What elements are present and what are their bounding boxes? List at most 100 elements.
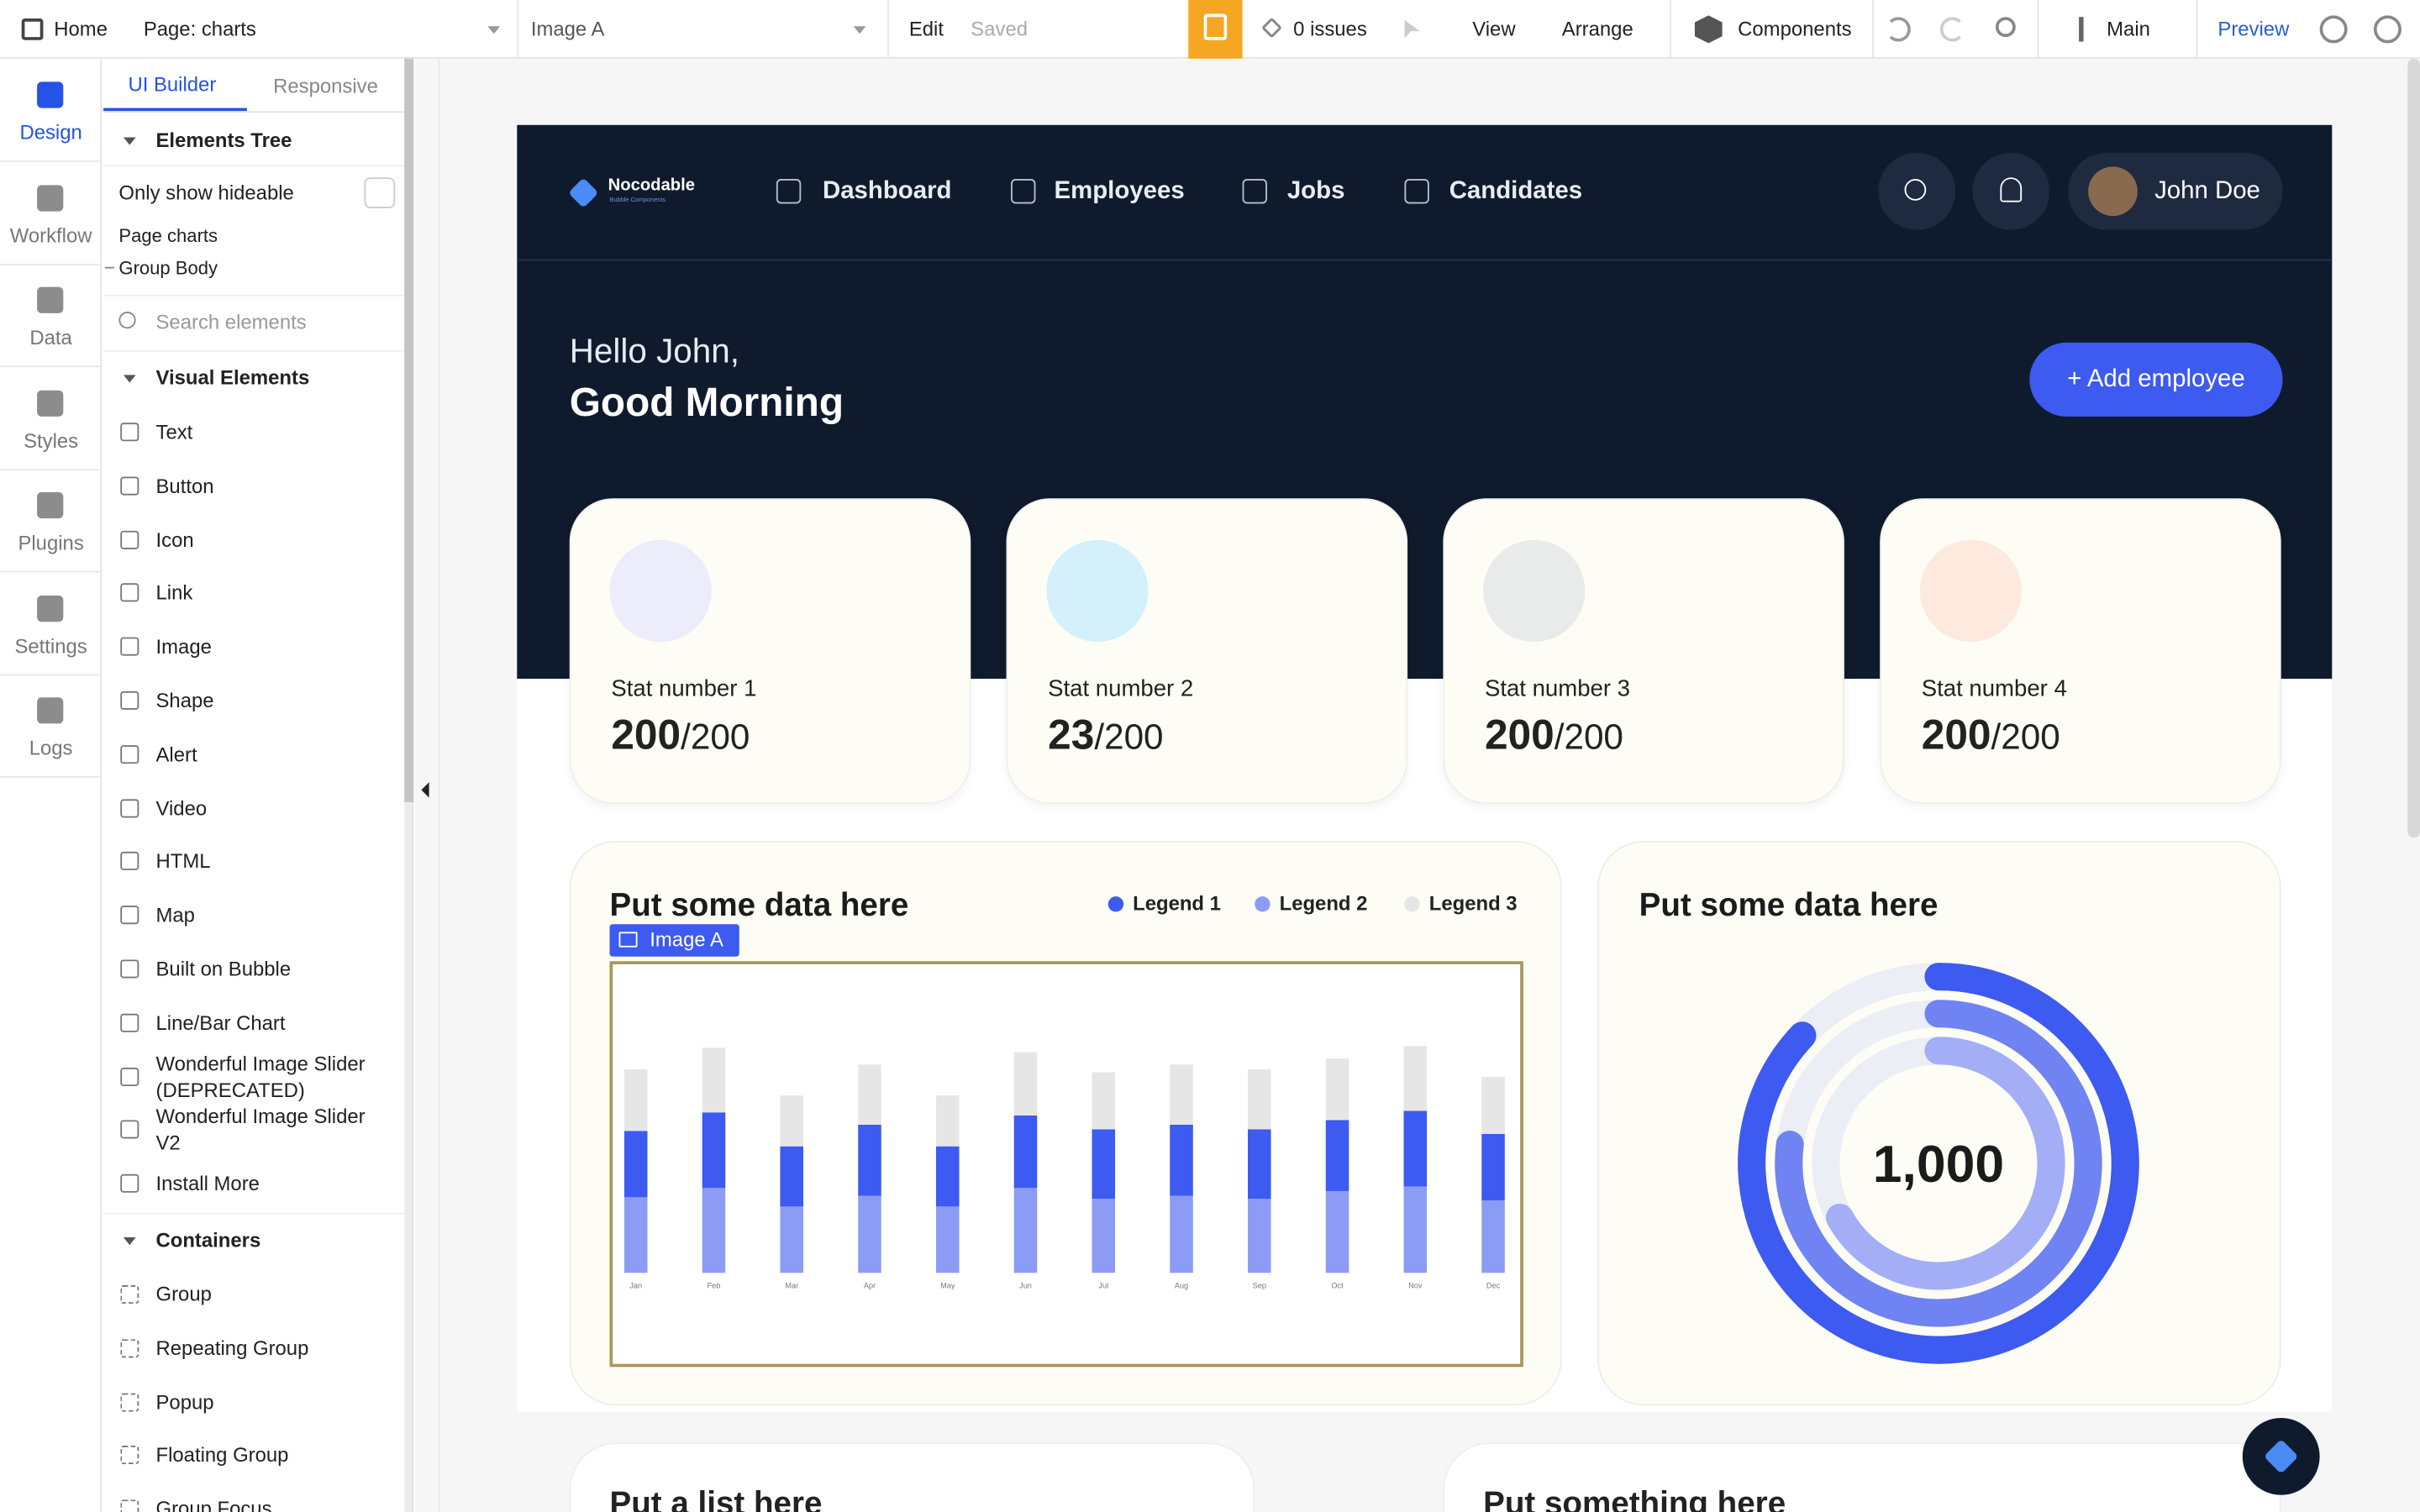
element-item[interactable]: Video [155, 795, 208, 820]
search-input[interactable]: Search elements [155, 310, 307, 334]
sidebar-separator [0, 468, 103, 470]
element-item[interactable]: Shape [155, 689, 214, 712]
notification-button[interactable] [1972, 152, 2050, 230]
panel [103, 58, 405, 1512]
tag-icon [618, 932, 638, 948]
sidebar-tab[interactable]: Data [29, 325, 72, 349]
element-item[interactable]: Alert [155, 743, 197, 766]
help-icon[interactable] [2319, 15, 2348, 44]
element-item[interactable]: Link [155, 581, 193, 605]
section-title: Visual Elements [155, 365, 310, 390]
sidebar-tab[interactable]: Design [19, 120, 82, 144]
branch-icon [2079, 17, 2084, 42]
sidebar-tab[interactable]: Plugins [18, 531, 84, 554]
nav-link[interactable]: Candidates [1449, 177, 1583, 205]
sidebar-icon [37, 697, 64, 724]
add-employee-button[interactable]: + Add employee [2029, 342, 2283, 417]
element-icon [120, 1067, 139, 1086]
search-icon[interactable] [1995, 17, 2016, 38]
section-title: Containers [155, 1228, 261, 1252]
collapse-arrow[interactable] [123, 137, 136, 145]
greeting-title: Good Morning [569, 378, 844, 425]
element-item[interactable]: Icon [155, 528, 194, 551]
divider [2196, 0, 2198, 59]
element-item[interactable]: Button [155, 474, 214, 497]
sidebar-icon [37, 286, 64, 313]
home-link[interactable]: Home [54, 17, 108, 41]
sidebar-tab[interactable]: Styles [24, 428, 79, 452]
panel-tab[interactable]: UI Builder [128, 72, 217, 97]
selected-tag[interactable]: Image A [609, 924, 739, 957]
collapse-arrow[interactable] [123, 375, 136, 383]
save-status: Saved [971, 17, 1028, 41]
stat-number: 200 [611, 711, 681, 759]
element-item[interactable]: Text [155, 420, 193, 444]
panel-tab[interactable]: Responsive [273, 74, 378, 98]
container-item[interactable]: Group Focus [155, 1497, 272, 1512]
collapse-toggle[interactable] [421, 782, 429, 798]
container-icon [120, 1285, 139, 1305]
element-item[interactable]: Line/Bar Chart [155, 1011, 286, 1035]
sidebar-icon [37, 81, 64, 108]
element-item[interactable]: Wonderful Image Slider V2 [155, 1105, 366, 1155]
sidebar-tab[interactable]: Logs [29, 736, 73, 760]
element-item[interactable]: Wonderful Image Slider (DEPRECATED) [155, 1051, 366, 1101]
divider [517, 0, 519, 59]
container-item[interactable]: Popup [155, 1389, 214, 1414]
container-icon [120, 1392, 139, 1411]
search-icon [118, 312, 136, 329]
sidebar-tab[interactable]: Workflow [9, 223, 92, 247]
nav-link[interactable]: Employees [1054, 177, 1185, 205]
container-item[interactable]: Floating Group [155, 1443, 289, 1467]
view-menu[interactable]: View [1472, 17, 1516, 41]
edit-menu[interactable]: Edit [908, 17, 944, 41]
page-selector[interactable]: Page: charts [143, 17, 256, 41]
content-card [1443, 1442, 2281, 1512]
user-name[interactable]: John Doe [2154, 177, 2260, 205]
divider [1871, 0, 1874, 59]
tree-item[interactable]: Group Body [118, 257, 218, 280]
divider [2037, 0, 2039, 59]
nav-link[interactable]: Dashboard [822, 177, 952, 205]
collapse-arrow[interactable] [123, 1237, 136, 1246]
sidebar-tab[interactable]: Settings [14, 633, 87, 657]
element-item[interactable]: Built on Bubble [155, 957, 292, 981]
gift-button[interactable] [1188, 0, 1243, 59]
sidebar-icon [37, 595, 64, 622]
avatar [2088, 166, 2138, 217]
container-item[interactable]: Group [155, 1282, 212, 1306]
stat-number: 200 [1921, 711, 1991, 759]
tree-item[interactable]: Page charts [118, 224, 218, 247]
container-item[interactable]: Repeating Group [155, 1336, 309, 1360]
preview-button[interactable]: Preview [2217, 17, 2290, 41]
bell-icon [2000, 177, 2023, 202]
image-frame[interactable] [609, 961, 1523, 1368]
undo-icon[interactable] [1886, 17, 1911, 42]
brand-subtitle: Bubble Components [609, 195, 666, 203]
stat-total: /200 [1094, 717, 1164, 757]
stat-value: 23/200 [1048, 712, 1163, 760]
element-item[interactable]: HTML [155, 849, 211, 874]
stat-value: 200/200 [1922, 712, 2060, 760]
home-icon [21, 18, 44, 40]
element-item[interactable]: Install More [155, 1172, 260, 1195]
nav-icon [1011, 179, 1036, 204]
components-icon [1694, 15, 1723, 44]
canvas-border [438, 58, 440, 1512]
stat-label: Stat number 3 [1484, 675, 1630, 702]
element-item[interactable]: Map [155, 903, 195, 927]
element-icon [120, 906, 139, 925]
element-selector[interactable]: Image A [530, 17, 605, 41]
components-button[interactable]: Components [1738, 17, 1852, 41]
stat-icon [1046, 539, 1149, 643]
issues-button[interactable]: 0 issues [1293, 17, 1367, 41]
divider [1670, 0, 1672, 59]
redo-icon[interactable] [1939, 17, 1965, 42]
canvas-scrollbar [2407, 58, 2420, 838]
account-icon[interactable] [2373, 15, 2402, 44]
arrange-menu[interactable]: Arrange [1561, 17, 1634, 41]
nav-link[interactable]: Jobs [1286, 177, 1345, 205]
checkbox[interactable] [364, 177, 396, 208]
element-item[interactable]: Image [155, 635, 212, 659]
branch-selector[interactable]: Main [2107, 17, 2150, 41]
